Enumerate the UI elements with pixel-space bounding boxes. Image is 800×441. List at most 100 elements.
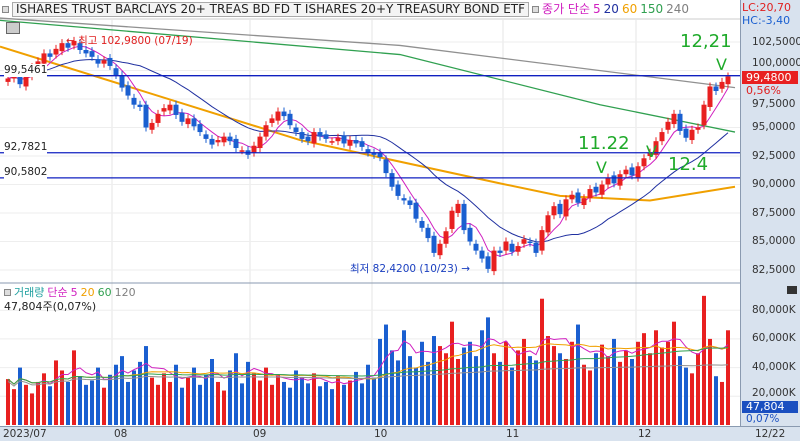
candle-body xyxy=(593,186,599,193)
candle-body xyxy=(209,138,215,145)
change-percent: 0,56% xyxy=(746,84,781,97)
volume-bar xyxy=(156,384,160,425)
candle-body xyxy=(401,198,407,201)
candle-body xyxy=(713,86,719,92)
volume-bar xyxy=(18,367,22,425)
candle-body xyxy=(185,118,191,125)
volume-bar xyxy=(552,346,556,425)
candle-body xyxy=(665,121,671,130)
volume-bar xyxy=(204,374,208,425)
volume-bar xyxy=(510,367,514,425)
grid-icon[interactable] xyxy=(6,22,20,34)
volume-bar xyxy=(288,387,292,425)
candle-body xyxy=(533,242,539,253)
volume-bar xyxy=(300,377,304,425)
volume-bar xyxy=(30,393,34,425)
vma20-label: 20 xyxy=(80,286,95,299)
volume-bar xyxy=(210,358,214,425)
volume-bar xyxy=(126,381,130,425)
x-label: 09 xyxy=(253,428,267,440)
volume-tick: 20,000K xyxy=(752,387,796,399)
volume-bar xyxy=(594,353,598,425)
volume-bar xyxy=(180,387,184,425)
lc-value: LC:20,70 xyxy=(742,1,792,14)
volume-bar xyxy=(312,373,316,425)
candle-body xyxy=(197,124,203,133)
volume-bar xyxy=(264,367,268,425)
close-panel-icon[interactable] xyxy=(787,286,797,294)
volume-bar xyxy=(666,341,670,425)
candle-body xyxy=(329,141,335,143)
volume-bar xyxy=(270,384,274,425)
volume-bar xyxy=(162,373,166,425)
volume-bar xyxy=(462,347,466,425)
candle-body xyxy=(281,111,287,117)
candle-body xyxy=(191,118,197,127)
x-last-date: 12/22 xyxy=(755,428,786,440)
menu-square-icon[interactable] xyxy=(2,6,9,13)
x-axis-bar xyxy=(0,426,800,441)
candle-body xyxy=(71,40,77,46)
volume-bar xyxy=(636,341,640,425)
x-label: 12 xyxy=(638,428,652,440)
volume-bar xyxy=(240,383,244,425)
candle-body xyxy=(155,113,161,123)
volume-bar xyxy=(354,371,358,425)
candle-body xyxy=(311,132,317,144)
volume-bar xyxy=(90,380,94,425)
candle-body xyxy=(143,104,149,128)
volume-bar xyxy=(294,370,298,425)
candle-body xyxy=(539,230,545,251)
candle-body xyxy=(497,250,503,253)
volume-bar xyxy=(186,377,190,425)
hline-label: 90,5802 xyxy=(4,166,48,179)
candle-body xyxy=(179,112,185,122)
candle-body xyxy=(647,152,653,156)
volume-bar xyxy=(348,380,352,425)
instrument-title: ISHARES TRUST BARCLAYS 20+ TREAS BD FD T… xyxy=(12,2,530,17)
candle-body xyxy=(59,43,65,52)
handwritten-note: 11.22 xyxy=(578,133,630,154)
candle-body xyxy=(671,113,677,125)
chart-header: ISHARES TRUST BARCLAYS 20+ TREAS BD FD T… xyxy=(2,1,689,18)
volume-bar xyxy=(672,321,676,425)
volume-bar xyxy=(84,384,88,425)
ma-label: 종가 단순 xyxy=(542,2,591,16)
volume-bar xyxy=(366,364,370,425)
volume-bar xyxy=(408,356,412,425)
volume-bar xyxy=(570,341,574,425)
candle-body xyxy=(389,173,395,187)
volume-bar xyxy=(576,324,580,425)
ma20-line xyxy=(7,59,729,243)
volume-bar xyxy=(60,370,64,425)
ma240-line xyxy=(0,17,736,89)
ma150-label: 150 xyxy=(640,2,664,16)
volume-bar xyxy=(234,353,238,425)
volume-bar xyxy=(696,353,700,425)
candle-body xyxy=(221,136,227,143)
volume-settings-icon[interactable] xyxy=(4,289,11,296)
candle-body xyxy=(305,136,311,142)
candle-body xyxy=(257,136,263,149)
volume-bar xyxy=(336,376,340,425)
candle-body xyxy=(521,239,527,244)
candle-body xyxy=(131,97,137,105)
candle-body xyxy=(323,134,329,139)
volume-bar xyxy=(318,386,322,425)
volume-bar xyxy=(246,361,250,425)
volume-bar xyxy=(228,370,232,425)
volume-bar xyxy=(138,361,142,425)
ma-settings-icon[interactable] xyxy=(532,6,540,13)
candle-body xyxy=(227,136,233,142)
candle-body xyxy=(545,215,551,233)
volume-bar xyxy=(168,381,172,425)
volume-bar xyxy=(426,361,430,425)
volume-bar xyxy=(522,338,526,425)
volume-bar xyxy=(726,330,730,425)
current-price-badge: 99,4800 xyxy=(742,71,798,84)
volume-bar xyxy=(396,360,400,425)
candle-body xyxy=(527,241,533,243)
volume-bar xyxy=(222,390,226,425)
volume-bar xyxy=(714,376,718,425)
